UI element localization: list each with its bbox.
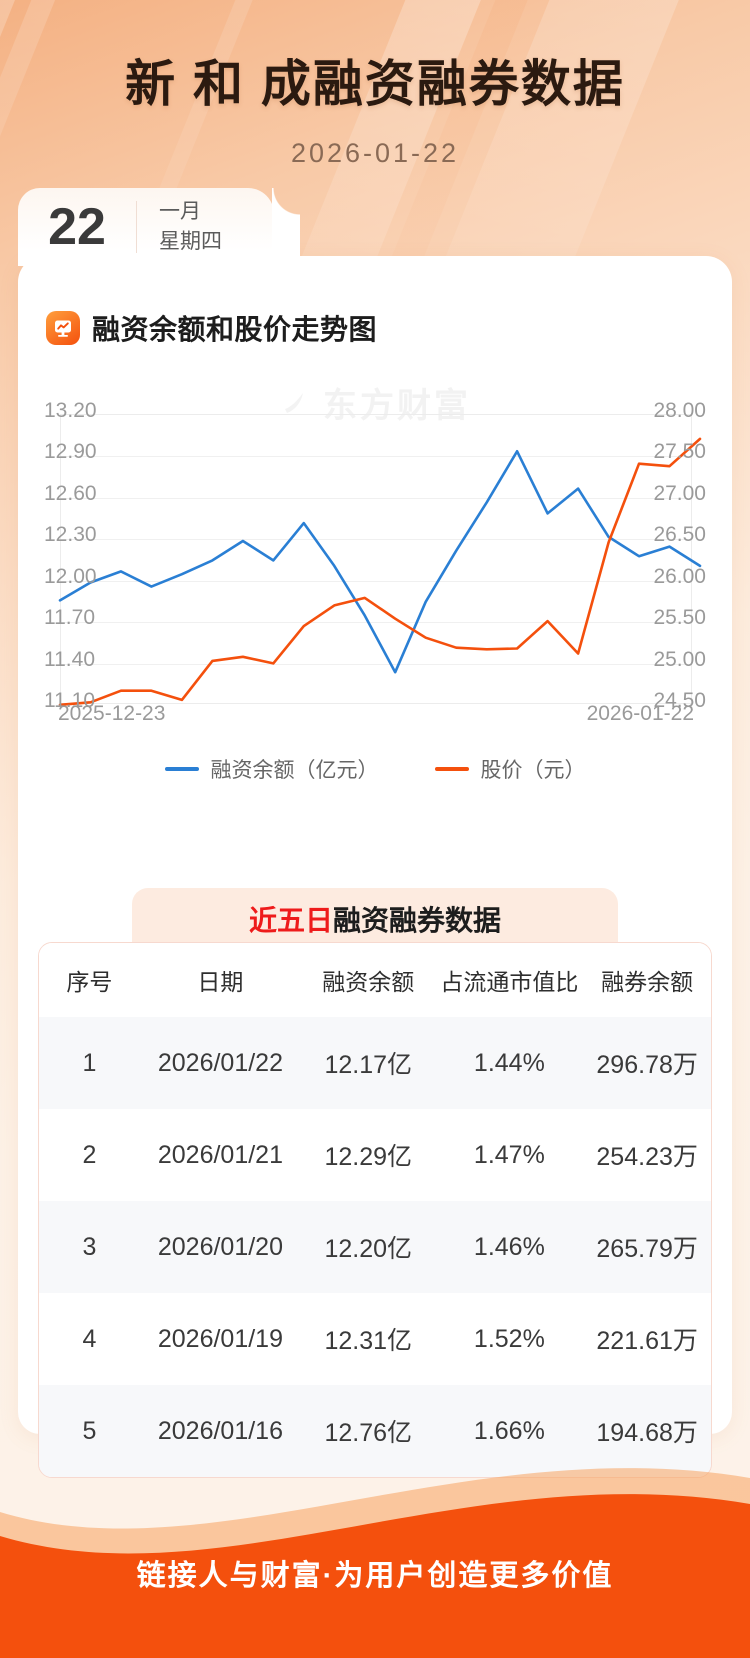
y-tick-left: 11.40 [44,647,95,671]
y-tick-right: 27.00 [653,481,706,505]
table-banner: 近五日融资融券数据 [132,888,618,950]
table-row[interactable]: 2 2026/01/21 12.29亿 1.47% 254.23万 [39,1109,711,1201]
row-date: 2026/01/16 [157,1416,283,1445]
chart-section-label: 融资余额和股价走势图 [92,314,378,345]
y-tick-left: 12.60 [44,481,97,505]
table-column-header: 融资余额 [301,943,436,1017]
table-row[interactable]: 5 2026/01/16 12.76亿 1.66% 194.68万 [39,1385,711,1477]
table-column-header: 日期 [139,943,302,1017]
series-line-margin-balance [58,449,702,674]
row-pct-of-float: 1.66% [473,1416,545,1445]
table-banner-text: 近五日融资融券数据 [249,899,501,939]
row-date: 2026/01/21 [157,1140,283,1169]
y-tick-right: 26.50 [653,523,706,547]
row-margin-balance: 12.20亿 [324,1235,413,1263]
footer-slogan: 链接人与财富·为用户创造更多价值 [136,1560,614,1592]
row-date: 2026/01/20 [157,1232,283,1261]
date-detail: 一月 星期四 [137,197,222,258]
page-footer: 链接人与财富·为用户创造更多价值 [0,1426,750,1658]
table-column-header: 序号 [39,943,140,1017]
row-pct-of-float: 1.47% [473,1140,545,1169]
legend-label: 股价（元） [480,759,586,782]
chart-x-tick-start: 2025-12-23 [58,702,166,725]
row-short-balance: 296.78万 [596,1051,698,1079]
table-column-header: 融券余额 [583,943,711,1017]
date-divider [136,201,137,253]
chart-trend-icon [46,311,80,345]
row-short-balance: 254.23万 [596,1143,698,1171]
y-tick-right: 26.00 [653,564,706,588]
grid-line [61,622,691,624]
row-margin-balance: 12.17亿 [324,1051,413,1079]
chart-card: 融资余额和股价走势图 东方财富 2025-12-23 2026-01-22 融资… [18,266,732,846]
y-tick-right: 28.00 [653,399,706,422]
legend-color-swatch [434,767,469,771]
table-header-row: 序号 日期 融资余额 占流通市值比 融券余额 [39,943,711,1017]
legend-label: 融资余额（亿元） [210,759,379,782]
chart-x-tick-end: 2026-01-22 [586,702,694,725]
grid-line [61,580,691,582]
row-short-balance: 194.68万 [596,1419,698,1447]
row-index: 4 [82,1324,97,1353]
table-head: 序号 日期 融资余额 占流通市值比 融券余额 [39,943,711,1017]
legend-item[interactable]: 股价（元） [434,754,586,784]
row-index: 3 [82,1232,97,1261]
margin-trading-table: 序号 日期 融资余额 占流通市值比 融券余额 1 2026/01/22 12.17亿 1.44… [39,943,711,1477]
table-column-header: 占流通市值比 [435,943,584,1017]
table-row[interactable]: 1 2026/01/22 12.17亿 1.44% 296.78万 [39,1017,711,1109]
table-row[interactable]: 3 2026/01/20 12.20亿 1.46% 265.79万 [39,1201,711,1293]
row-pct-of-float: 1.44% [473,1048,545,1077]
chart-section-title: 融资余额和股价走势图 [18,266,732,348]
y-tick-left: 12.30 [44,523,97,547]
grid-line [61,539,691,541]
row-index: 1 [82,1048,97,1077]
date-card: 22 一月 星期四 [18,188,300,266]
y-tick-left: 11.10 [44,689,95,712]
page-header: 新 和 成融资融券数据 2026-01-22 [0,0,750,169]
chart-series-lines [58,437,702,707]
row-pct-of-float: 1.52% [473,1324,545,1353]
row-pct-of-float: 1.46% [473,1232,545,1261]
y-tick-right: 27.50 [653,440,706,464]
page-title: 新 和 成融资融券数据 [125,56,625,112]
y-tick-left: 12.90 [44,440,97,464]
y-tick-right: 25.50 [653,606,706,630]
page-subtitle-date: 2026-01-22 [290,138,460,168]
table-row[interactable]: 4 2026/01/19 12.31亿 1.52% 221.61万 [39,1293,711,1385]
y-tick-left: 11.70 [44,606,95,630]
row-margin-balance: 12.76亿 [324,1419,413,1447]
table-container: 东方财富 序号 日期 融资余额 占流通市值比 融券余额 1 2026/01/22 12.17… [38,942,712,1478]
table-section: 近五日融资融券数据 东方财富 序号 日期 融资余额 占流通市值比 融券余额 1 2026/… [18,888,732,1478]
row-margin-balance: 12.29亿 [324,1143,413,1171]
chart-legend: 融资余额（亿元） 股价（元） [44,754,706,784]
grid-line [61,497,691,499]
legend-item[interactable]: 融资余额（亿元） [164,754,379,784]
series-line-stock-price [58,437,702,707]
y-tick-left: 12.00 [44,564,97,588]
table-banner-highlight: 近五日 [248,905,333,936]
row-date: 2026/01/22 [157,1048,283,1077]
y-tick-right: 25.00 [653,647,706,671]
y-tick-left: 13.20 [44,399,97,422]
row-short-balance: 265.79万 [596,1235,698,1263]
row-margin-balance: 12.31亿 [324,1327,413,1355]
row-date: 2026/01/19 [157,1324,283,1353]
legend-color-swatch [164,767,199,771]
row-short-balance: 221.61万 [596,1327,698,1355]
date-month: 一月 [159,199,201,223]
grid-line [61,663,691,665]
y-tick-right: 24.50 [653,689,706,712]
date-weekday: 星期四 [159,230,222,253]
row-index: 5 [82,1416,97,1445]
row-index: 2 [82,1140,97,1169]
table-body: 1 2026/01/22 12.17亿 1.44% 296.78万 2 2026/01/21… [39,1017,711,1477]
date-day: 22 [48,198,106,256]
chart-plot-area: 东方财富 2025-12-23 2026-01-22 融资余额（亿元） 股价（元）… [44,387,706,782]
grid-line [61,456,691,458]
table-banner-rest: 融资融券数据 [333,905,502,936]
